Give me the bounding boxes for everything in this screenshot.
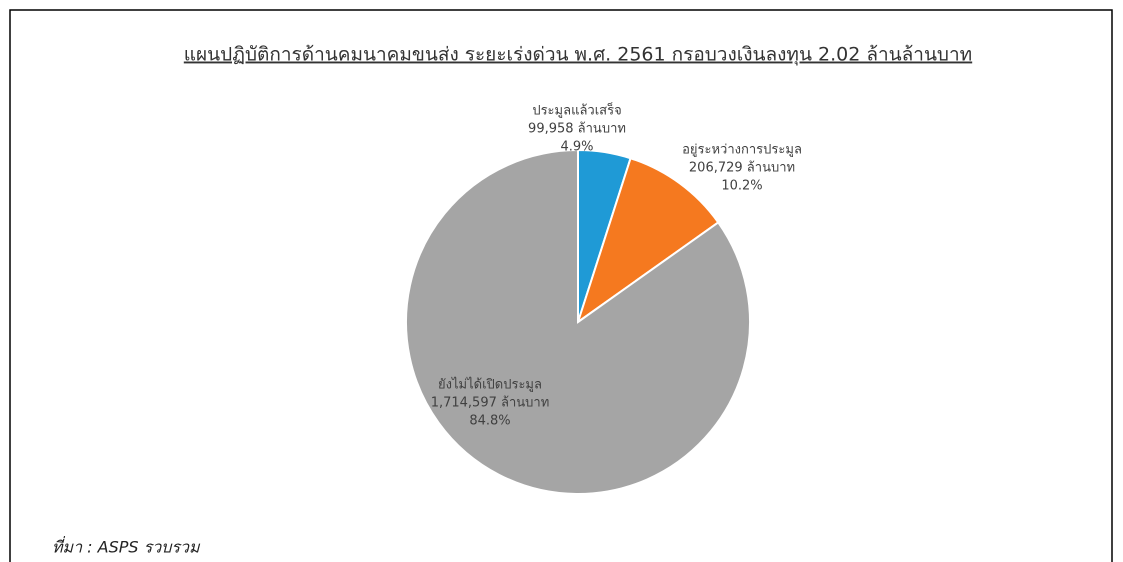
pie-slice [576, 156, 720, 325]
slice-value-label: 99,958 ล้านบาท [528, 122, 626, 137]
source-note: ที่มา : ASPS รวบรวม [52, 536, 201, 557]
chart-title: แผนปฏิบัติการด้านคมนาคมขนส่ง ระยะเร่งด่ว… [184, 44, 972, 67]
pie-slice [405, 148, 751, 495]
slice-category-label: ยังไม่ได้เปิดประมูล [438, 377, 542, 393]
slice-percent-label: 10.2% [721, 179, 762, 194]
slice-value-label: 206,729 ล้านบาท [689, 161, 795, 176]
slice-percent-label: 4.9% [560, 140, 593, 155]
slice-category-label: ประมูลแล้วเสร็จ [532, 101, 621, 119]
slice-value-label: 1,714,597 ล้านบาท [431, 396, 550, 411]
slice-percent-label: 84.8% [469, 414, 510, 429]
slice-category-label: อยู่ระหว่างการประมูล [682, 143, 802, 158]
